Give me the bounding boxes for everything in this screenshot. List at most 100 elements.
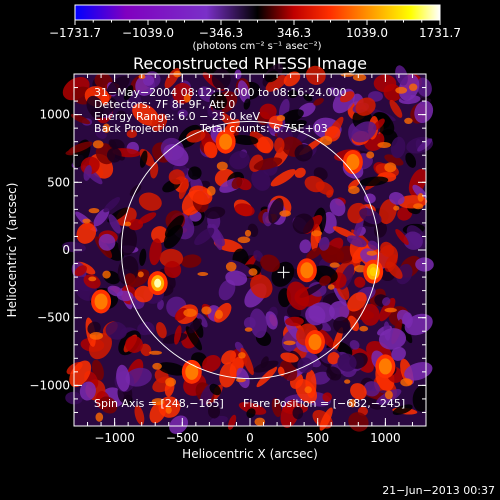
annotation-total-counts: Total counts: 6.75E+03 — [199, 122, 328, 135]
heatmap-blob — [395, 65, 408, 86]
heatmap-blob — [311, 230, 323, 237]
heatmap-blob — [86, 95, 104, 118]
heatmap-blob — [265, 311, 278, 330]
heatmap-blob — [123, 85, 134, 101]
heatmap-blob — [395, 229, 409, 245]
heatmap-blob — [382, 297, 391, 306]
heatmap-blob — [328, 87, 343, 98]
heatmap-blob — [152, 362, 162, 370]
heatmap-blob — [137, 271, 144, 278]
y-tick-labels: 1000 500 0 −500 −1000 — [29, 108, 70, 393]
heatmap-blob — [256, 366, 278, 388]
solar-disk-circle — [120, 120, 380, 380]
heatmap-blob — [164, 215, 184, 238]
heatmap-blob — [134, 285, 154, 303]
y-tick-label: 0 — [62, 243, 70, 257]
heatmap-blob — [188, 318, 202, 334]
heatmap-blob — [202, 355, 221, 372]
heatmap-blob — [384, 162, 397, 173]
heatmap-blob — [126, 129, 137, 139]
spin-axis-label: Spin Axis = [248,−165] — [94, 397, 224, 410]
heatmap-blob — [391, 346, 406, 361]
heatmap-blob — [177, 109, 188, 118]
heatmap-blob — [93, 208, 110, 227]
heatmap-blob — [207, 186, 216, 196]
heatmap-blob — [108, 214, 121, 234]
heatmap-blob — [256, 136, 274, 154]
heatmap-blob — [329, 262, 340, 268]
heatmap-blob — [106, 147, 122, 163]
heatmap-blob — [139, 150, 148, 168]
heatmap-blob — [292, 213, 314, 235]
heatmap-blob — [377, 244, 399, 269]
heatmap-blob — [360, 303, 380, 326]
heatmap-blob — [270, 169, 296, 187]
heatmap-blob — [319, 407, 333, 431]
colorbar — [74, 4, 441, 21]
heatmap-blob — [271, 398, 282, 418]
colorbar-tick-label: −346.3 — [199, 26, 243, 40]
heatmap-blob — [116, 110, 127, 120]
heatmap-blob — [297, 357, 314, 374]
heatmap-blob — [156, 321, 167, 339]
heatmap-blob — [384, 390, 393, 400]
heatmap-blob — [244, 327, 253, 332]
heatmap-blob — [294, 144, 313, 162]
heatmap-blob — [98, 233, 116, 251]
heatmap-blob — [260, 254, 280, 272]
heatmap-blob — [74, 265, 87, 277]
heatmap-blob — [274, 137, 285, 153]
heatmap-blob — [337, 353, 357, 372]
heatmap-blob — [79, 381, 96, 401]
heatmap-blob — [180, 254, 202, 268]
heatmap-blob — [353, 216, 364, 240]
bright-source-core — [94, 293, 108, 310]
heatmap-blob — [304, 175, 325, 193]
heatmap-blob — [359, 208, 382, 225]
bright-source-core — [300, 262, 314, 279]
heatmap-blob — [98, 396, 118, 414]
x-axis-label: Heliocentric X (arcsec) — [182, 447, 318, 461]
heatmap-blob — [234, 203, 255, 217]
heatmap-blob — [351, 121, 377, 143]
heatmap-blob — [124, 221, 132, 227]
heatmap-blob — [283, 340, 296, 346]
colorbar-labels: −1731.7 −1039.0 −346.3 346.3 1039.0 1731.7 — [49, 26, 461, 40]
heatmap-blob — [340, 72, 355, 77]
heatmap-blob — [280, 109, 304, 124]
heatmap-blob — [395, 86, 408, 94]
heatmap-blob — [386, 261, 403, 279]
plot-area — [62, 63, 434, 435]
heatmap-blob — [286, 281, 310, 311]
heatmap-blob — [243, 98, 251, 110]
colorbar-tick-label: 1731.7 — [419, 26, 461, 40]
bright-source-core — [308, 334, 322, 351]
colorbar-tick-label: 346.3 — [277, 26, 311, 40]
heatmap-blob — [70, 113, 91, 125]
heatmap-blob — [207, 404, 221, 419]
heatmap-blob — [134, 405, 145, 425]
heatmap-blob — [87, 321, 101, 335]
heatmap-blob — [89, 332, 104, 340]
annotation-method: Back Projection — [94, 122, 179, 135]
heatmap-blob — [253, 250, 264, 262]
y-tick-label: 1000 — [39, 108, 70, 122]
heatmap-blob — [354, 276, 366, 288]
heatmap-blob — [203, 141, 218, 159]
heatmap-blob — [178, 178, 189, 200]
heatmap-blob — [259, 103, 277, 120]
heatmap-blob — [183, 93, 191, 103]
heatmap-blob — [151, 113, 168, 132]
x-tick-labels: −1000 −500 0 500 1000 — [94, 431, 400, 445]
heatmap-blob — [236, 378, 246, 383]
heatmap-blob — [303, 93, 313, 102]
colorbar-tick-label: −1731.7 — [49, 26, 101, 40]
heatmap-blob — [400, 378, 413, 387]
heatmap-blob — [69, 360, 92, 388]
heatmap-blob — [348, 412, 369, 432]
heatmap-blob — [168, 169, 185, 185]
bright-source-core — [219, 133, 233, 150]
heatmap-blob — [350, 383, 367, 400]
x-tick-label: 500 — [306, 431, 329, 445]
y-axis-label: Heliocentric Y (arcsec) — [5, 183, 19, 318]
